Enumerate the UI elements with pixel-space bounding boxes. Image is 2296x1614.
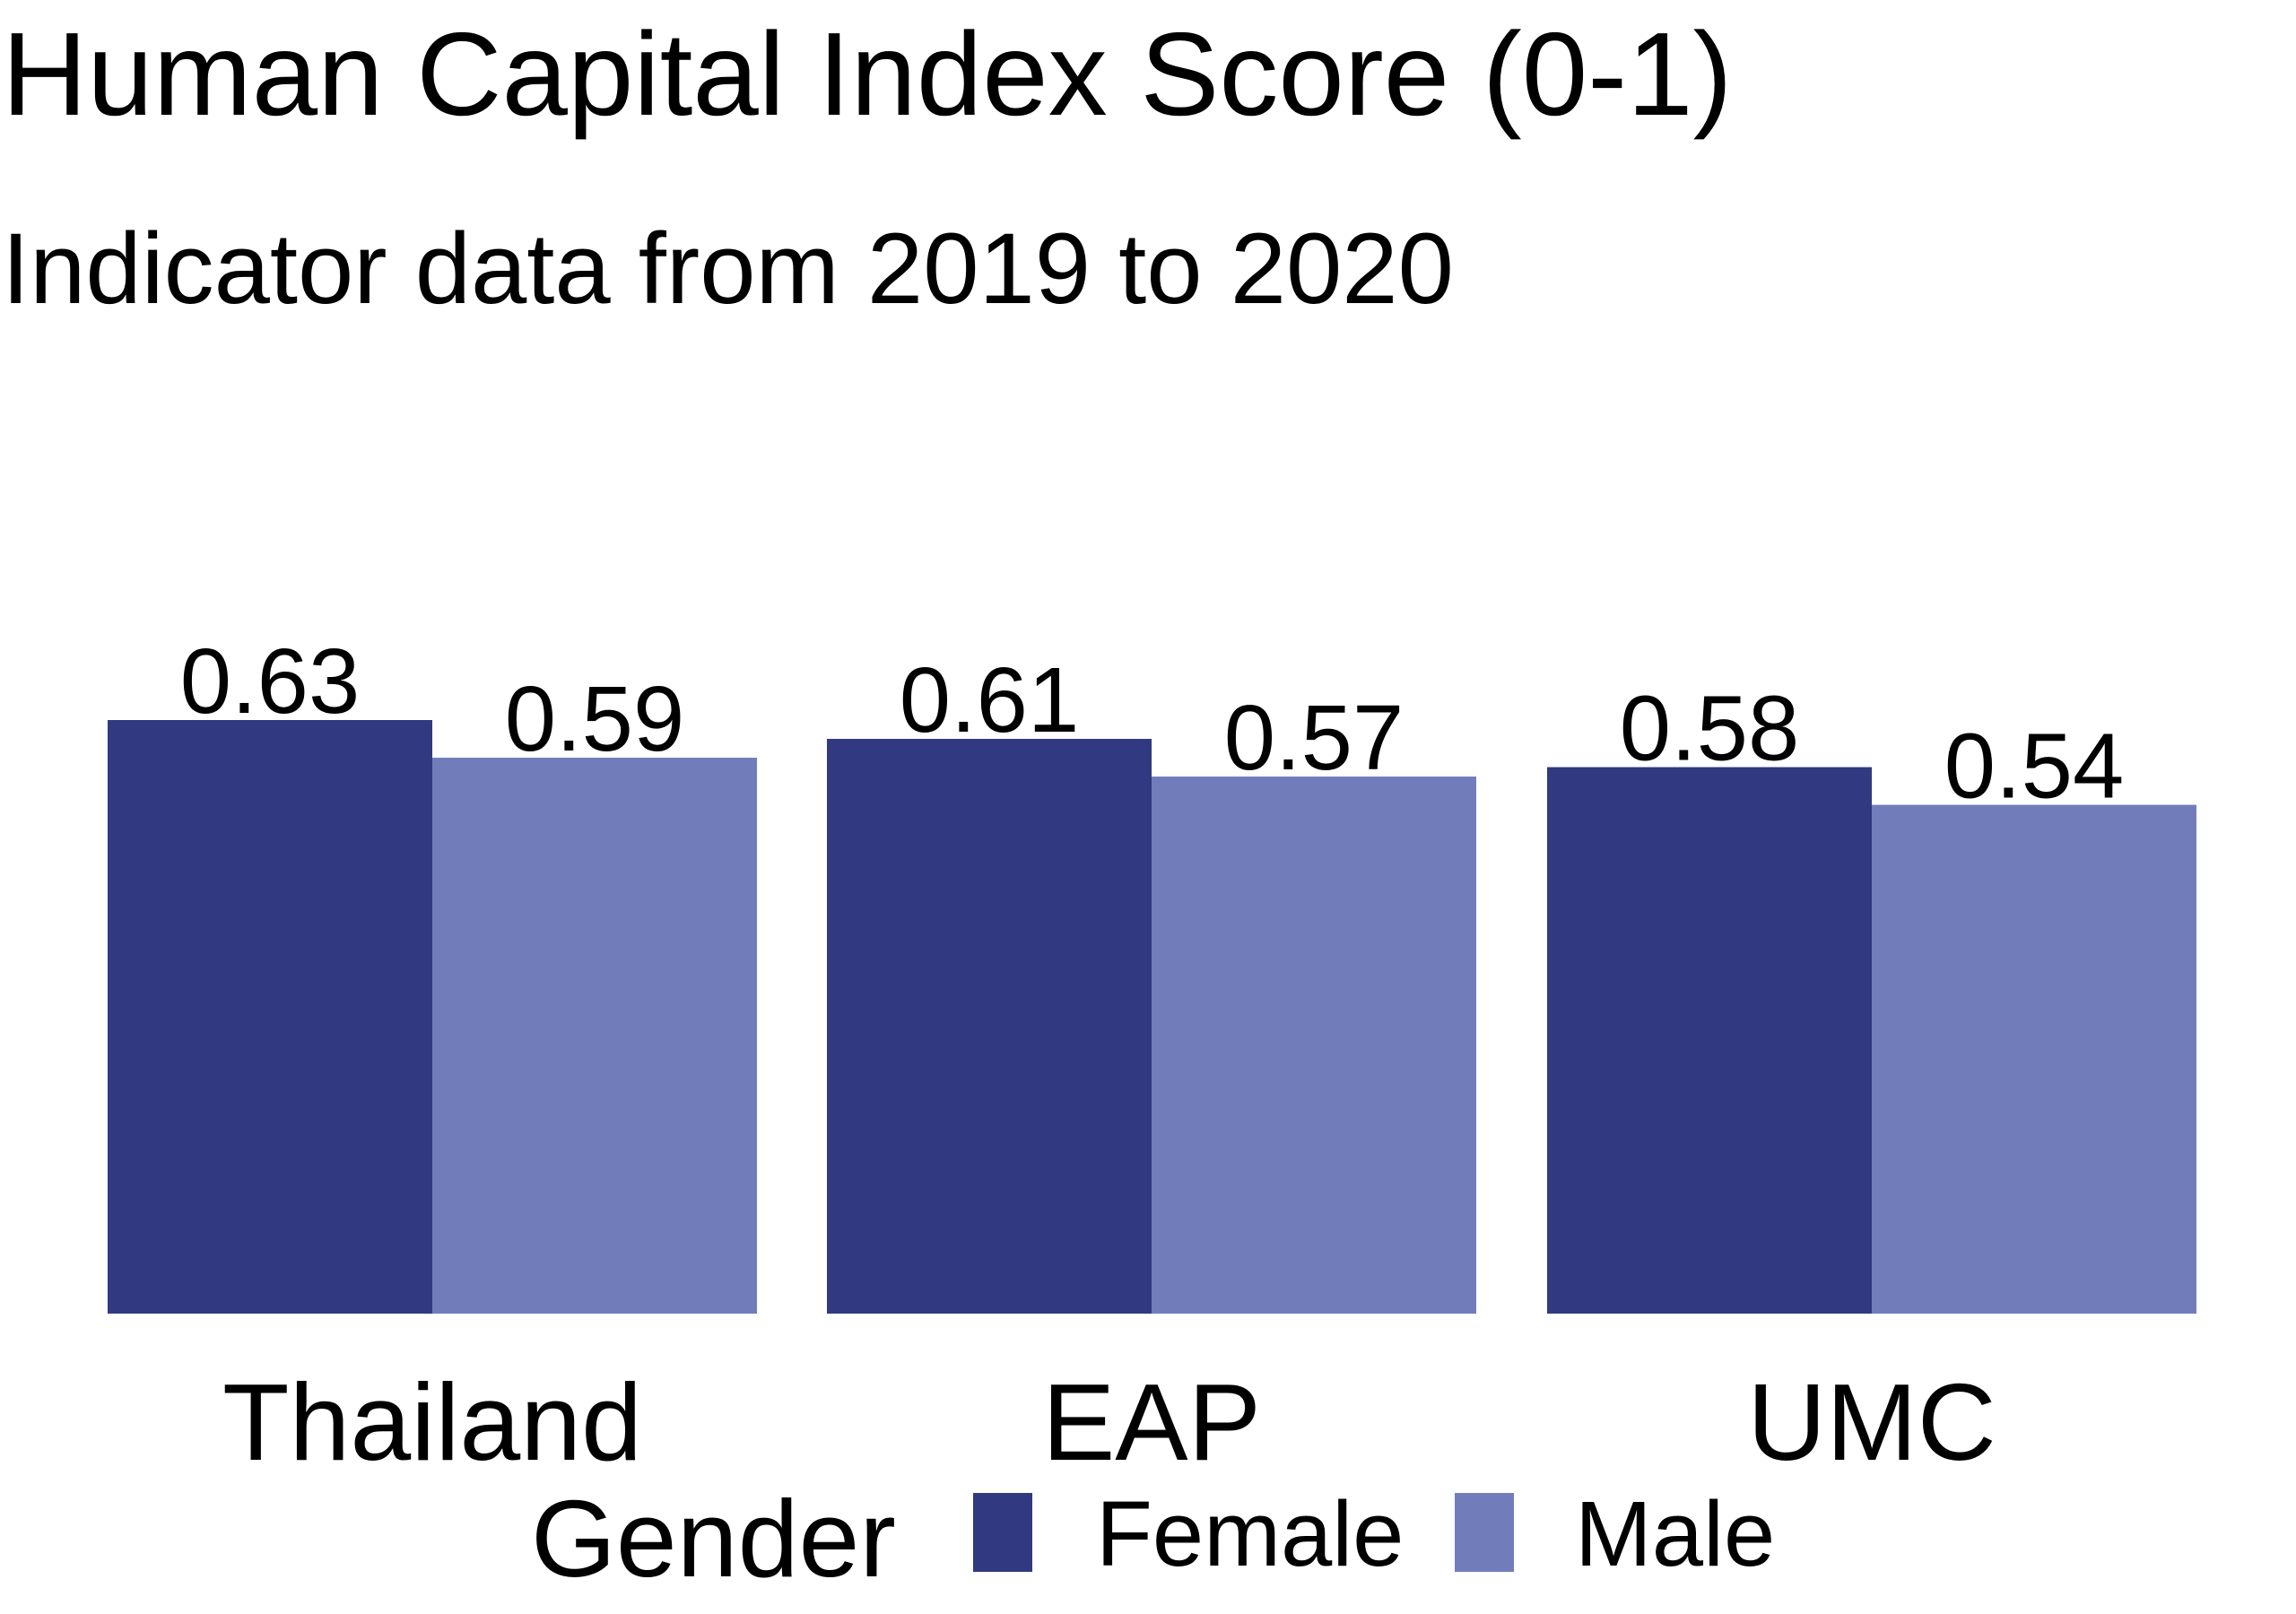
legend-key-male (1455, 1493, 1514, 1572)
value-label-umc-female: 0.58 (1620, 677, 1799, 780)
value-label-eap-male: 0.57 (1224, 686, 1404, 789)
chart-title: Human Capital Index Score (0-1) (2, 8, 1733, 140)
bar-thailand-female (108, 720, 432, 1314)
value-label-eap-female: 0.61 (900, 648, 1079, 751)
chart-subtitle: Indicator data from 2019 to 2020 (2, 213, 1454, 325)
bars-layer (108, 720, 2196, 1314)
bar-umc-male (1872, 804, 2196, 1314)
value-label-umc-male: 0.54 (1944, 715, 2124, 818)
bar-eap-female (827, 739, 1152, 1314)
x-tick-label-thailand: Thailand (222, 1361, 642, 1483)
value-labels-layer: 0.63 0.59 0.61 0.57 0.58 0.54 (180, 629, 2124, 818)
legend-key-female (973, 1493, 1032, 1572)
legend-items: Female Male (973, 1482, 1775, 1585)
x-tick-label-umc: UMC (1747, 1361, 1996, 1483)
legend-label-male: Male (1575, 1482, 1775, 1585)
legend-title: Gender (531, 1478, 896, 1600)
bar-thailand-male (432, 758, 757, 1314)
legend-label-female: Female (1096, 1482, 1404, 1585)
value-label-thailand-male: 0.59 (505, 667, 684, 770)
x-tick-label-eap: EAP (1042, 1361, 1261, 1483)
bar-umc-female (1547, 767, 1872, 1314)
legend: Gender Female Male (531, 1478, 1775, 1600)
value-label-thailand-female: 0.63 (180, 629, 360, 733)
x-tick-labels: Thailand EAP UMC (222, 1361, 1996, 1483)
bar-eap-male (1152, 777, 1476, 1314)
